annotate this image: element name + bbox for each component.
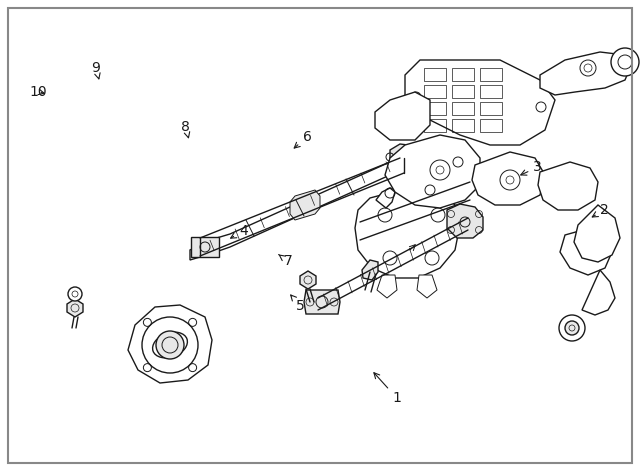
Polygon shape [405, 60, 555, 145]
Bar [424, 102, 446, 115]
Circle shape [156, 331, 184, 359]
Text: 2: 2 [592, 203, 609, 217]
Bar [452, 85, 474, 98]
Bar [480, 85, 502, 98]
Polygon shape [290, 190, 320, 220]
Polygon shape [538, 162, 598, 210]
Bar [424, 68, 446, 81]
Polygon shape [447, 204, 483, 238]
Text: 1: 1 [374, 373, 401, 405]
Text: 7: 7 [278, 254, 292, 268]
Text: 9: 9 [92, 61, 100, 79]
Polygon shape [190, 157, 415, 260]
Circle shape [611, 48, 639, 76]
Text: 5: 5 [291, 295, 305, 313]
Polygon shape [300, 271, 316, 289]
Polygon shape [191, 237, 219, 257]
Bar [452, 68, 474, 81]
Bar [452, 102, 474, 115]
Polygon shape [355, 188, 460, 278]
Polygon shape [362, 260, 378, 280]
Polygon shape [377, 275, 397, 298]
Polygon shape [574, 205, 620, 262]
Polygon shape [395, 165, 438, 188]
Circle shape [68, 287, 82, 301]
Polygon shape [472, 152, 545, 205]
Polygon shape [376, 188, 395, 208]
Polygon shape [304, 290, 340, 314]
Polygon shape [390, 144, 426, 176]
Circle shape [565, 321, 579, 335]
Bar [480, 119, 502, 132]
Text: 8: 8 [181, 120, 190, 138]
Polygon shape [375, 92, 430, 140]
Text: 6: 6 [294, 130, 312, 148]
Polygon shape [540, 52, 630, 95]
Polygon shape [385, 135, 480, 208]
Bar [480, 68, 502, 81]
Bar [424, 85, 446, 98]
Polygon shape [67, 299, 83, 317]
Polygon shape [582, 270, 615, 315]
Polygon shape [128, 305, 212, 383]
Bar [452, 119, 474, 132]
Circle shape [580, 60, 596, 76]
Text: 10: 10 [29, 85, 47, 99]
Polygon shape [560, 228, 612, 275]
Bar [424, 119, 446, 132]
Text: 3: 3 [521, 160, 542, 175]
Polygon shape [417, 275, 437, 298]
Text: 4: 4 [230, 224, 248, 238]
Circle shape [559, 315, 585, 341]
Bar [480, 102, 502, 115]
